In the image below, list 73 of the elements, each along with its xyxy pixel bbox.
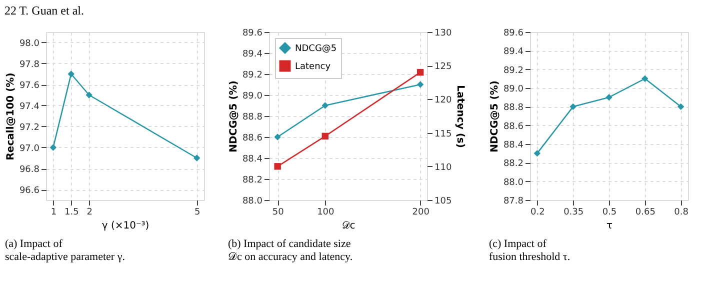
y-tick-label: 89.4	[242, 50, 263, 60]
point	[677, 103, 684, 110]
y-tick-label: 89.6	[242, 28, 263, 38]
legend-label: Latency	[295, 62, 332, 72]
y-tick-label: 88.8	[503, 103, 524, 114]
y-tick-label: 88.8	[242, 112, 263, 122]
y-tick-label: 97.2	[19, 123, 40, 133]
text: (a) Impact of scale-adaptive parameter γ.	[4, 238, 126, 263]
x-tick-label: 200	[412, 208, 430, 218]
y-tick-label: 88.0	[242, 196, 263, 206]
y2-tick-label: 130	[434, 28, 452, 38]
x-tick-label: 0.5	[602, 208, 617, 218]
point	[274, 163, 281, 170]
x-tick-label: 5	[194, 208, 200, 218]
x-tick-label: 0.35	[564, 208, 584, 218]
y-tick-label: 87.8	[503, 196, 524, 206]
y2-axis-title: Latency (s)	[454, 85, 466, 148]
x-tick-label: 0.2	[530, 208, 545, 218]
y2-tick-label: 125	[434, 62, 452, 72]
point	[193, 154, 200, 162]
y-tick-label: 97.8	[19, 60, 40, 70]
y-axis-title: NDCG@5 (%)	[489, 80, 500, 152]
text: (c) Impact of fusion threshold τ.	[488, 238, 570, 263]
point	[416, 68, 424, 76]
text: 22 T. Guan et al.	[4, 4, 84, 18]
y-tick-label: 96.8	[19, 165, 40, 175]
y2-tick-label: 105	[434, 196, 452, 206]
y-tick-label: 96.6	[19, 186, 40, 196]
text: (b) Impact of candidate size 𝒟c on accuracy and latency.	[228, 238, 353, 263]
y-tick-label: 89.0	[242, 92, 263, 102]
y-tick-label: 89.2	[242, 70, 262, 80]
point	[606, 94, 612, 101]
y-tick-label: 88.6	[242, 134, 263, 144]
y2-tick-label: 110	[434, 162, 452, 173]
y2-tick-label: 115	[434, 129, 452, 140]
point	[534, 150, 541, 157]
x-tick-label: 1.5	[64, 208, 79, 218]
x-tick-label: 1	[50, 208, 57, 218]
y-tick-label: 88.4	[503, 140, 524, 150]
y-tick-label: 97.6	[19, 81, 40, 91]
y-tick-label: 89.4	[503, 47, 524, 58]
x-tick-label: 2	[86, 208, 92, 218]
y-tick-label: 88.2	[503, 159, 524, 170]
y-tick-label: 88.6	[503, 122, 524, 132]
legend-label: NDCG@5	[295, 44, 337, 54]
point	[68, 70, 74, 78]
point	[642, 75, 648, 82]
y-tick-label: 88.0	[503, 178, 524, 188]
x-axis-title: γ (×10⁻³)	[102, 220, 150, 232]
y2-tick-label: 120	[434, 96, 452, 106]
y-axis-title: NDCG@5 (%)	[228, 80, 240, 152]
y-tick-label: 88.2	[242, 176, 262, 186]
point	[570, 103, 576, 110]
point	[86, 92, 92, 98]
x-axis-title: τ	[606, 220, 613, 232]
y-tick-label: 97.0	[19, 144, 40, 154]
y-tick-label: 98.0	[19, 39, 40, 49]
x-tick-label: 50	[272, 208, 284, 218]
point	[50, 144, 57, 151]
x-tick-label: 0.8	[674, 208, 689, 218]
y-tick-label: 89.6	[503, 28, 524, 38]
point	[274, 134, 281, 140]
y-tick-label: 89.2	[503, 66, 524, 76]
y-tick-label: 97.4	[19, 102, 40, 112]
x-axis-title: 𝒟c	[342, 220, 356, 232]
point	[416, 81, 424, 88]
x-tick-label: 100	[317, 208, 335, 218]
y-axis-title: Recall@100 (%)	[5, 72, 16, 160]
y-tick-label: 88.4	[242, 154, 263, 164]
point	[322, 132, 329, 140]
x-tick-label: 0.65	[635, 208, 656, 218]
point	[322, 102, 329, 109]
y-tick-label: 89.0	[503, 84, 524, 94]
